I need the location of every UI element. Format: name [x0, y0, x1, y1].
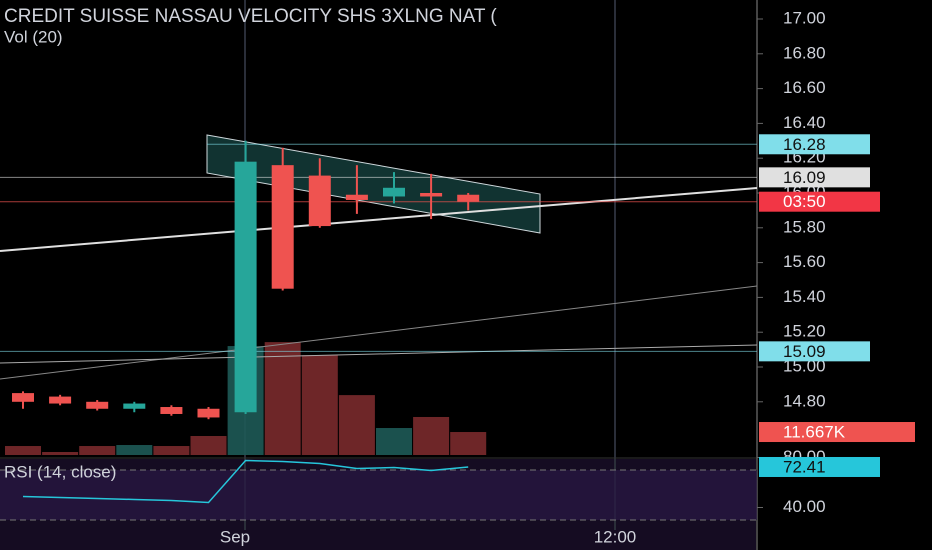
- volume-label-box: [759, 422, 915, 443]
- candle-body: [271, 165, 294, 289]
- rsi-band-layer: [0, 459, 757, 521]
- candle-body: [86, 401, 109, 409]
- candle-body: [123, 403, 146, 409]
- candle-body: [234, 161, 257, 413]
- volume-bar: [79, 446, 116, 455]
- x-tick-label: Sep: [220, 527, 250, 546]
- price-label-box: [759, 341, 870, 362]
- price-label: 15.09: [783, 342, 826, 361]
- volume-bar: [264, 342, 301, 455]
- rsi-label: 72.41: [783, 457, 826, 476]
- volume-label: 11.667K: [783, 423, 846, 442]
- trend-line: [0, 187, 757, 252]
- volume-title: Vol (20): [4, 27, 63, 46]
- volume-bar: [450, 432, 487, 455]
- candle-body: [308, 175, 331, 227]
- volume-bar: [413, 416, 450, 455]
- y-tick-label: 17.00: [783, 8, 826, 27]
- x-tick-label: 12:00: [594, 527, 637, 546]
- volume-bar: [42, 452, 79, 455]
- candle-body: [160, 407, 183, 414]
- title-group: CREDIT SUISSE NASSAU VELOCITY SHS 3XLNG …: [4, 6, 497, 27]
- volume-layer: [5, 342, 487, 455]
- volume-bar: [116, 445, 153, 455]
- y-tick-label: 14.80: [783, 391, 826, 410]
- candle-body: [345, 194, 368, 200]
- rsi-title: RSI (14, close): [4, 462, 116, 481]
- price-label: 16.09: [783, 168, 826, 187]
- candle-body: [420, 193, 443, 197]
- candle-body: [12, 393, 34, 402]
- y-tick-label: 15.80: [783, 217, 826, 236]
- rsi-label-box: [759, 456, 880, 477]
- candle-layer: [12, 140, 480, 420]
- candle-body: [383, 187, 405, 197]
- trend-line: [0, 285, 757, 380]
- y-tick-label: 15.20: [783, 322, 826, 341]
- trend-line: [0, 344, 757, 364]
- volume-bar: [190, 436, 227, 455]
- volume-bar: [338, 395, 375, 455]
- volume-bar: [153, 446, 190, 455]
- y-tick-label: 16.80: [783, 43, 826, 62]
- rsi-band: [0, 470, 757, 520]
- y-tick-label: 15.40: [783, 287, 826, 306]
- price-label-box: [759, 167, 870, 188]
- countdown: 03:50: [783, 192, 826, 211]
- pennant: [206, 134, 541, 234]
- rsi-line: [22, 459, 469, 504]
- volume-bar: [376, 428, 412, 455]
- countdown-box: [759, 191, 880, 212]
- rsi-tick-label: 40.00: [783, 497, 826, 516]
- candle-body: [457, 194, 480, 202]
- price-label: 16.28: [783, 135, 826, 154]
- candle-body: [49, 396, 72, 404]
- label-layer: 16.28 16.09 15.09 03:50 11.667K 72.41: [759, 134, 915, 477]
- y-tick-label: 16.40: [783, 113, 826, 132]
- price-label-box: [759, 134, 870, 155]
- volume-bar: [301, 355, 338, 455]
- y-tick-label: 15.60: [783, 252, 826, 271]
- drawings: [0, 134, 757, 380]
- chart-title: CREDIT SUISSE NASSAU VELOCITY SHS 3XLNG …: [4, 6, 497, 27]
- y-tick-label: 16.60: [783, 78, 826, 97]
- volume-bar: [5, 446, 41, 455]
- price-line-layer: [0, 143, 757, 352]
- candle-body: [197, 408, 220, 418]
